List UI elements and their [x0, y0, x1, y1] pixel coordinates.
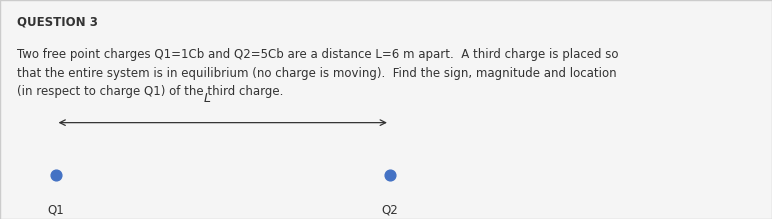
Text: Q2: Q2	[381, 204, 398, 217]
Text: QUESTION 3: QUESTION 3	[17, 15, 98, 28]
Text: L: L	[204, 92, 211, 105]
Text: Two free point charges Q1=1Cb and Q2=5Cb are a distance L=6 m apart.  A third ch: Two free point charges Q1=1Cb and Q2=5Cb…	[17, 48, 618, 98]
Point	[49, 173, 62, 177]
Point	[384, 173, 396, 177]
Text: Q1: Q1	[47, 204, 64, 217]
